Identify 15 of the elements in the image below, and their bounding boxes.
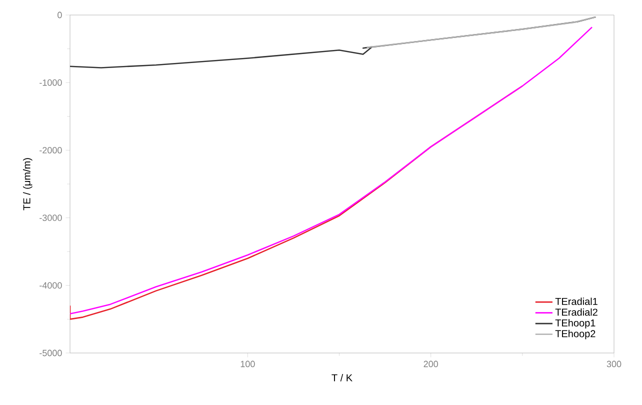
legend-label: TEradial1 (555, 298, 598, 306)
x-tick-label: 300 (606, 360, 622, 368)
legend-label: TEhoop2 (555, 330, 596, 340)
y-tick-label: -1000 (40, 79, 62, 86)
x-tick-label: 200 (424, 360, 438, 368)
y-tick-label: 0 (58, 12, 62, 18)
y-axis-title: TE / (μm/m) (23, 158, 32, 210)
legend-label: TEhoop1 (555, 319, 596, 328)
x-axis-title: T / K (332, 374, 352, 382)
x-tick-label: 100 (240, 360, 255, 368)
y-tick-label: -4000 (40, 282, 62, 289)
y-tick-label: -2000 (40, 147, 62, 154)
y-tick-label: -5000 (40, 350, 62, 356)
y-tick-label: -3000 (40, 214, 62, 221)
legend-label: TEradial2 (555, 308, 598, 316)
